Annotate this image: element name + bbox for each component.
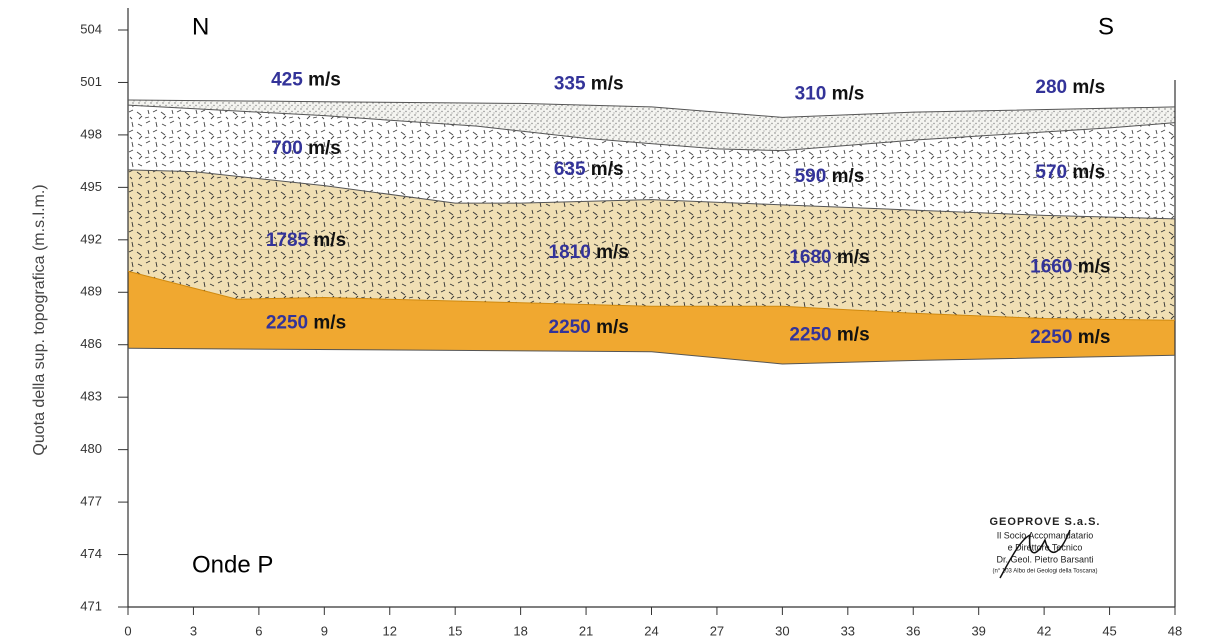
y-tick-label: 498 xyxy=(80,126,102,141)
stamp-line: e Direttore Tecnico xyxy=(1008,542,1083,552)
stamp-line: (n° 103 Albo dei Geologi della Toscana) xyxy=(992,569,1097,575)
velocity-label: 280 m/s xyxy=(1035,77,1105,98)
y-tick-label: 504 xyxy=(80,21,102,36)
x-tick-label: 15 xyxy=(448,623,462,638)
velocity-label: 1810 m/s xyxy=(549,242,629,263)
velocity-label: 590 m/s xyxy=(795,166,865,187)
velocity-label: 425 m/s xyxy=(271,70,341,91)
velocity-value: 2250 xyxy=(789,325,831,346)
stamp-line: GEOPROVE S.a.S. xyxy=(990,516,1101,528)
y-tick-label: 495 xyxy=(80,179,102,194)
velocity-label: 1680 m/s xyxy=(789,247,869,268)
velocity-unit: m/s xyxy=(308,138,341,159)
velocity-label: 700 m/s xyxy=(271,138,341,159)
velocity-unit: m/s xyxy=(1078,327,1111,348)
velocity-unit: m/s xyxy=(591,159,624,180)
velocity-label: 2250 m/s xyxy=(549,317,629,338)
x-tick-label: 18 xyxy=(513,623,527,638)
x-tick-label: 3 xyxy=(190,623,197,638)
velocity-value: 310 xyxy=(795,84,827,105)
velocity-label: 2250 m/s xyxy=(789,325,869,346)
y-tick-label: 492 xyxy=(80,231,102,246)
y-tick-label: 489 xyxy=(80,284,102,299)
x-tick-label: 36 xyxy=(906,623,920,638)
velocity-value: 1680 xyxy=(789,247,831,268)
x-tick-label: 0 xyxy=(124,623,131,638)
velocity-value: 2250 xyxy=(266,313,308,334)
x-tick-label: 33 xyxy=(841,623,855,638)
south-label: S xyxy=(1098,13,1114,40)
velocity-value: 1785 xyxy=(266,230,309,251)
y-tick-label: 483 xyxy=(80,389,102,404)
velocity-unit: m/s xyxy=(308,70,341,91)
velocity-unit: m/s xyxy=(596,317,629,338)
x-tick-label: 48 xyxy=(1168,623,1182,638)
x-tick-label: 39 xyxy=(971,623,985,638)
x-tick-label: 45 xyxy=(1102,623,1116,638)
velocity-value: 590 xyxy=(795,166,827,187)
velocity-label: 310 m/s xyxy=(795,84,865,105)
north-label: N xyxy=(192,13,209,40)
y-tick-label: 480 xyxy=(80,441,102,456)
velocity-label: 570 m/s xyxy=(1035,162,1105,183)
velocity-unit: m/s xyxy=(837,247,870,268)
x-tick-label: 30 xyxy=(775,623,789,638)
velocity-unit: m/s xyxy=(832,84,865,105)
chart: Quota della sup. topografica (m.s.l.m.) … xyxy=(0,0,1215,643)
velocity-value: 280 xyxy=(1035,77,1067,98)
velocity-unit: m/s xyxy=(591,73,624,94)
velocity-unit: m/s xyxy=(832,166,865,187)
velocity-unit: m/s xyxy=(1078,256,1111,277)
velocity-unit: m/s xyxy=(1072,162,1105,183)
velocity-label: 335 m/s xyxy=(554,73,624,94)
y-tick-label: 471 xyxy=(80,598,102,613)
y-tick-label: 477 xyxy=(80,494,102,509)
x-tick-label: 27 xyxy=(710,623,724,638)
x-tick-label: 9 xyxy=(321,623,328,638)
x-tick-label: 42 xyxy=(1037,623,1051,638)
velocity-label: 2250 m/s xyxy=(266,313,346,334)
stamp: GEOPROVE S.a.S. Il Socio Accomandatario … xyxy=(990,516,1101,578)
velocity-label: 1660 m/s xyxy=(1030,256,1110,277)
velocity-value: 2250 xyxy=(1030,327,1072,348)
velocity-label: 2250 m/s xyxy=(1030,327,1110,348)
wave-label: Onde P xyxy=(192,551,273,578)
velocity-value: 570 xyxy=(1035,162,1067,183)
velocity-value: 635 xyxy=(554,159,586,180)
x-tick-label: 12 xyxy=(383,623,397,638)
x-tick-label: 21 xyxy=(579,623,593,638)
y-tick-label: 474 xyxy=(80,546,102,561)
velocity-unit: m/s xyxy=(313,313,346,334)
velocity-value: 1660 xyxy=(1030,256,1072,277)
y-tick-label: 486 xyxy=(80,336,102,351)
velocity-unit: m/s xyxy=(1072,77,1105,98)
velocity-value: 1810 xyxy=(549,242,591,263)
velocity-unit: m/s xyxy=(837,325,870,346)
y-tick-label: 501 xyxy=(80,74,102,89)
velocity-value: 425 xyxy=(271,70,303,91)
x-tick-label: 24 xyxy=(644,623,658,638)
x-tick-label: 6 xyxy=(255,623,262,638)
velocity-unit: m/s xyxy=(313,230,346,251)
velocity-label: 1785 m/s xyxy=(266,230,346,251)
velocity-value: 335 xyxy=(554,73,586,94)
velocity-label: 635 m/s xyxy=(554,159,624,180)
velocity-value: 700 xyxy=(271,138,303,159)
velocity-value: 2250 xyxy=(549,317,591,338)
velocity-unit: m/s xyxy=(596,242,629,263)
y-axis-label: Quota della sup. topografica (m.s.l.m.) xyxy=(31,184,48,455)
